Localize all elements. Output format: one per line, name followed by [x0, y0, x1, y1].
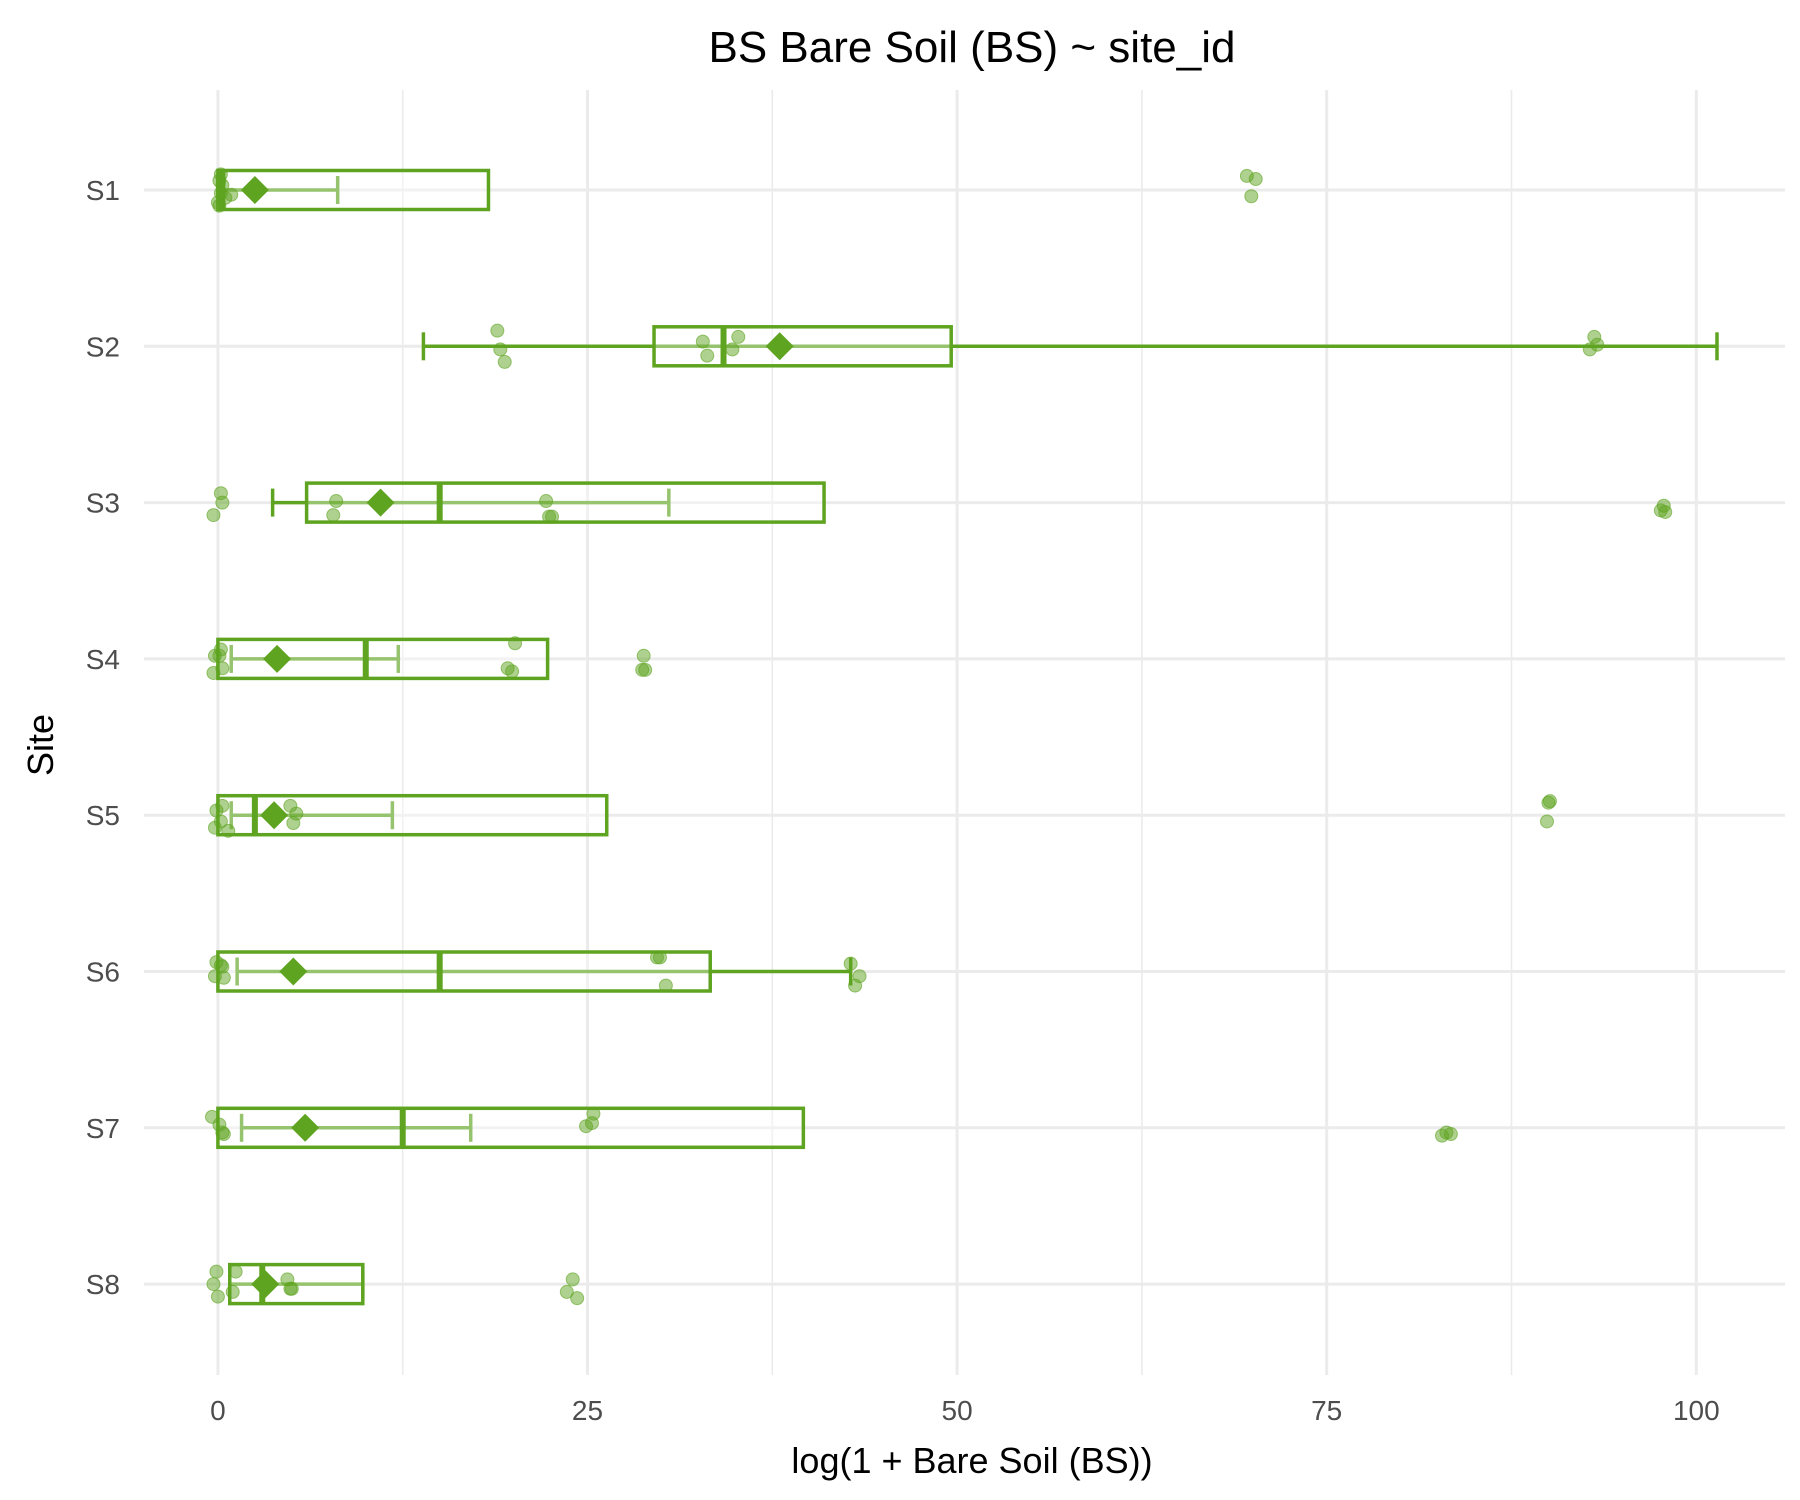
box-group-s7 — [216, 1106, 806, 1150]
x-tick-label: 100 — [1673, 1395, 1720, 1426]
data-point — [209, 955, 224, 970]
data-point — [289, 806, 304, 821]
data-point — [1590, 337, 1605, 352]
box-layer — [216, 168, 1719, 1306]
y-tick-label: S4 — [86, 644, 120, 675]
mean-marker — [279, 957, 308, 986]
data-point — [213, 486, 228, 501]
data-point — [216, 1127, 231, 1142]
x-tick-label: 50 — [942, 1395, 973, 1426]
point-layer — [205, 167, 1673, 1306]
data-point — [1244, 189, 1259, 204]
data-point — [215, 661, 230, 676]
y-tick-label: S8 — [86, 1269, 120, 1300]
box-group-s5 — [216, 793, 609, 837]
data-point — [725, 342, 740, 357]
y-tick-label: S1 — [86, 175, 120, 206]
data-point — [570, 1291, 585, 1306]
box-group-s2 — [421, 325, 1719, 368]
data-point — [329, 494, 344, 509]
y-tick-label: S7 — [86, 1113, 120, 1144]
mean-marker — [291, 1113, 320, 1142]
data-point — [225, 1284, 240, 1299]
data-point — [284, 1281, 299, 1296]
y-tick-label: S2 — [86, 331, 120, 362]
data-point — [493, 342, 508, 357]
data-point — [209, 1264, 224, 1279]
y-tick-label: S5 — [86, 800, 120, 831]
data-point — [545, 509, 560, 524]
data-point — [700, 348, 715, 363]
data-point — [636, 648, 651, 663]
y-tick-label: S3 — [86, 488, 120, 519]
grid-layer — [144, 90, 1785, 1375]
box-group-s4 — [216, 637, 550, 681]
data-point — [228, 1264, 243, 1279]
data-point — [505, 664, 520, 679]
data-point — [565, 1272, 580, 1287]
data-point — [224, 187, 239, 202]
box-group-s3 — [270, 481, 826, 524]
mean-marker — [251, 1270, 280, 1299]
data-point — [508, 636, 523, 651]
x-tick-label: 0 — [210, 1395, 226, 1426]
data-point — [326, 508, 341, 523]
x-tick-label: 25 — [572, 1395, 603, 1426]
data-point — [213, 642, 228, 657]
mean-marker — [260, 801, 289, 830]
mean-marker — [366, 488, 395, 517]
data-point — [843, 956, 858, 971]
data-point — [1539, 814, 1554, 829]
data-point — [215, 798, 230, 813]
data-point — [206, 1277, 221, 1292]
data-point — [638, 662, 653, 677]
data-point — [539, 494, 554, 509]
data-point — [206, 508, 221, 523]
data-point — [221, 823, 236, 838]
data-point — [652, 950, 667, 965]
data-point — [586, 1106, 601, 1121]
data-point — [1542, 794, 1557, 809]
y-axis-title: Site — [20, 714, 61, 776]
data-point — [212, 198, 227, 213]
mean-marker — [263, 644, 292, 673]
data-point — [1658, 504, 1673, 519]
box-group-s6 — [216, 950, 853, 993]
data-point — [216, 970, 231, 985]
data-point — [731, 329, 746, 344]
axis-layer: 0 25 50 75 100 S1 S2 S3 S4 S5 S6 S7 S8 — [86, 175, 1720, 1426]
data-point — [1248, 172, 1263, 187]
mean-marker — [240, 176, 269, 204]
data-point — [559, 1284, 574, 1299]
y-tick-label: S6 — [86, 957, 120, 988]
mean-marker — [765, 332, 794, 361]
data-point — [490, 323, 505, 338]
data-point — [213, 167, 228, 182]
box-group-s1 — [216, 168, 491, 212]
data-point — [695, 334, 710, 349]
data-point — [852, 969, 867, 984]
data-point — [210, 1289, 225, 1304]
data-point — [658, 978, 673, 993]
x-axis-title: log(1 + Bare Soil (BS)) — [791, 1440, 1152, 1481]
data-point — [1443, 1127, 1458, 1142]
chart-title: BS Bare Soil (BS) ~ site_id — [708, 23, 1235, 72]
x-tick-label: 75 — [1311, 1395, 1342, 1426]
data-point — [497, 354, 512, 369]
